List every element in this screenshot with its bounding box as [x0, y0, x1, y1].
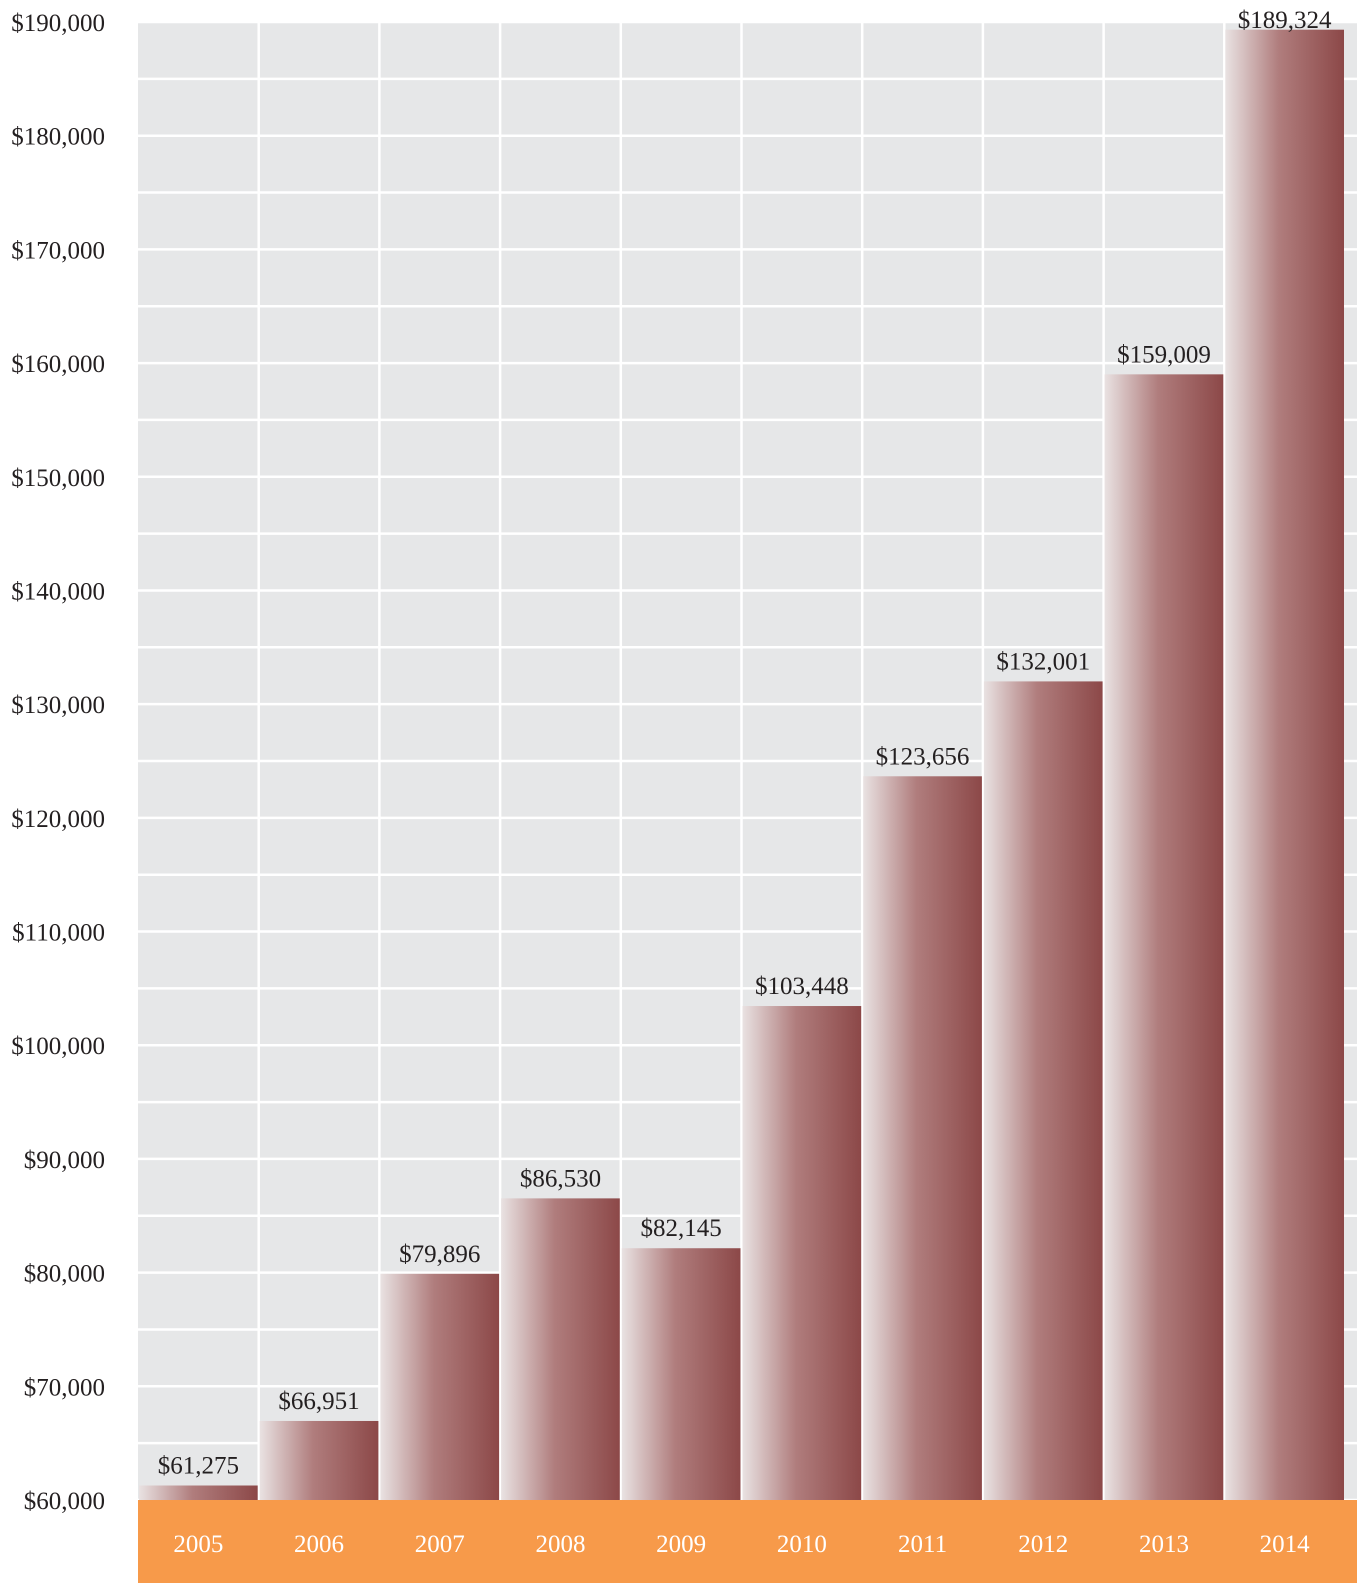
y-tick-label: $170,000	[11, 237, 105, 264]
x-tick-label-2010: 2010	[777, 1531, 827, 1558]
data-label-2010: $103,448	[755, 973, 849, 1000]
y-tick-label: $80,000	[24, 1261, 105, 1288]
x-tick-label-2013: 2013	[1139, 1531, 1189, 1558]
y-tick-label: $120,000	[11, 806, 105, 833]
bar-2008	[501, 1198, 620, 1500]
category-band	[138, 1500, 1357, 1583]
data-label-2013: $159,009	[1117, 341, 1211, 368]
y-axis-tick-labels: $60,000 $70,000 $80,000 $90,000 $100,000 $110…	[11, 10, 105, 1515]
bar-2014	[1225, 29, 1344, 1501]
data-label-2008: $86,530	[520, 1165, 601, 1192]
x-tick-label-2009: 2009	[656, 1531, 706, 1558]
data-label-2009: $82,145	[641, 1215, 722, 1242]
bars: $61,275 $66,951 $79,896 $86,530 $82,145 $103,…	[139, 7, 1344, 1501]
x-tick-label-2011: 2011	[898, 1531, 947, 1558]
y-tick-label: $100,000	[11, 1033, 105, 1060]
data-label-2007: $79,896	[399, 1241, 480, 1268]
y-tick-label: $140,000	[11, 578, 105, 605]
x-tick-label-2014: 2014	[1260, 1531, 1311, 1558]
data-label-2005: $61,275	[158, 1453, 239, 1480]
x-tick-label-2008: 2008	[535, 1531, 585, 1558]
data-label-2006: $66,951	[278, 1388, 359, 1415]
x-tick-label-2012: 2012	[1018, 1531, 1068, 1558]
y-tick-label: $90,000	[24, 1147, 105, 1174]
data-label-2014: $189,324	[1238, 7, 1332, 34]
y-tick-label: $130,000	[11, 692, 105, 719]
bar-2013	[1104, 374, 1224, 1500]
data-label-2012: $132,001	[996, 648, 1090, 675]
category-axis-band: 2005 2006 2007 2008 2009 2010 2011 2012 2013 2014	[138, 1500, 1357, 1583]
y-tick-label: $150,000	[11, 465, 105, 492]
bar-2005	[139, 1485, 258, 1500]
x-tick-label-2005: 2005	[173, 1531, 223, 1558]
bar-2009	[621, 1248, 741, 1500]
data-label-2011: $123,656	[876, 743, 970, 770]
x-tick-label-2007: 2007	[415, 1531, 465, 1558]
bar-2012	[983, 681, 1103, 1500]
y-tick-label: $110,000	[12, 920, 105, 947]
x-tick-label-2006: 2006	[294, 1531, 344, 1558]
y-tick-label: $180,000	[11, 124, 105, 151]
y-tick-label: $70,000	[24, 1374, 105, 1401]
y-tick-label: $60,000	[24, 1488, 105, 1515]
bar-2007	[380, 1273, 500, 1500]
y-tick-label: $190,000	[11, 10, 105, 37]
bar-2006	[259, 1420, 379, 1500]
bar-2011	[863, 776, 982, 1500]
bar-2010	[742, 1006, 862, 1500]
y-tick-label: $160,000	[11, 351, 105, 378]
